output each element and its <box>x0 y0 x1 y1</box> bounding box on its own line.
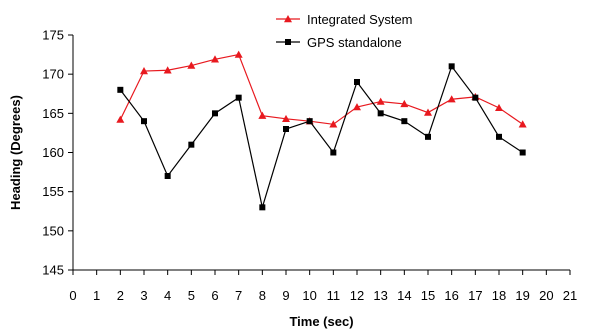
data-point <box>448 63 455 70</box>
data-point <box>235 94 242 101</box>
data-point <box>163 66 172 74</box>
y-tick-label: 170 <box>42 67 64 82</box>
legend: Integrated System GPS standalone <box>276 12 413 50</box>
data-point <box>425 133 431 140</box>
legend-item: Integrated System <box>276 12 413 27</box>
data-point <box>519 149 526 156</box>
x-tick-label: 12 <box>350 288 364 303</box>
data-point <box>518 120 527 128</box>
data-point <box>282 114 290 123</box>
x-tick-label: 15 <box>421 288 435 303</box>
x-tick-label: 4 <box>164 288 171 303</box>
data-point <box>330 149 337 156</box>
data-point <box>447 95 456 103</box>
x-tick-label: 14 <box>397 288 411 303</box>
series-line <box>119 53 524 125</box>
data-point <box>259 204 266 211</box>
data-point <box>496 133 502 140</box>
x-tick-label: 2 <box>117 288 124 303</box>
x-tick-label: 21 <box>563 288 577 303</box>
data-point <box>187 61 196 69</box>
x-axis-title: Time (sec) <box>289 314 353 329</box>
series-line <box>119 65 523 210</box>
y-tick-label: 175 <box>42 28 64 43</box>
data-point <box>116 115 125 123</box>
legend-label: Integrated System <box>307 12 413 27</box>
data-point <box>354 79 360 85</box>
x-tick-label: 9 <box>282 288 289 303</box>
x-tick-label: 1 <box>93 288 100 303</box>
data-point <box>188 141 195 148</box>
x-tick-label: 13 <box>373 288 387 303</box>
x-tick-label: 0 <box>69 288 76 303</box>
x-tick-label: 11 <box>327 288 341 303</box>
x-tick-label: 16 <box>444 288 458 303</box>
legend-marker <box>284 15 292 23</box>
data-point <box>283 126 289 132</box>
legend-marker <box>285 39 291 45</box>
y-tick-label: 145 <box>42 263 64 278</box>
series-integrated-system <box>116 50 527 128</box>
data-point <box>424 108 432 116</box>
data-point <box>164 173 171 179</box>
data-point <box>401 118 408 125</box>
data-point <box>400 99 409 108</box>
x-tick-label: 5 <box>188 288 195 303</box>
series-gps-standalone <box>117 63 526 211</box>
y-tick-label: 155 <box>42 184 64 199</box>
y-tick-label: 165 <box>42 106 64 121</box>
data-point <box>234 50 243 58</box>
x-tick-label: 18 <box>492 288 506 303</box>
x-tick-label: 6 <box>211 288 218 303</box>
x-tick-label: 8 <box>259 288 266 303</box>
data-point <box>140 67 148 75</box>
x-tick-label: 7 <box>235 288 242 303</box>
x-tick-label: 17 <box>468 288 482 303</box>
x-tick-label: 3 <box>140 288 147 303</box>
data-point <box>306 118 313 125</box>
legend-label: GPS standalone <box>307 35 402 50</box>
data-point <box>329 120 338 128</box>
data-point <box>117 86 124 93</box>
data-point <box>472 94 479 101</box>
data-point <box>353 103 361 111</box>
data-point <box>212 110 218 117</box>
data-point <box>211 55 219 63</box>
data-point <box>376 97 385 105</box>
x-tick-label: 10 <box>302 288 316 303</box>
y-tick-label: 160 <box>42 145 64 160</box>
data-point <box>141 118 147 125</box>
x-tick-label: 20 <box>539 288 553 303</box>
x-tick-label: 19 <box>515 288 529 303</box>
data-point <box>377 110 384 117</box>
series-layer <box>116 50 527 211</box>
data-point <box>495 103 503 112</box>
legend-item: GPS standalone <box>276 35 402 50</box>
data-point <box>258 111 267 119</box>
y-tick-label: 150 <box>42 223 64 238</box>
y-axis-title: Heading (Degrees) <box>8 95 23 210</box>
